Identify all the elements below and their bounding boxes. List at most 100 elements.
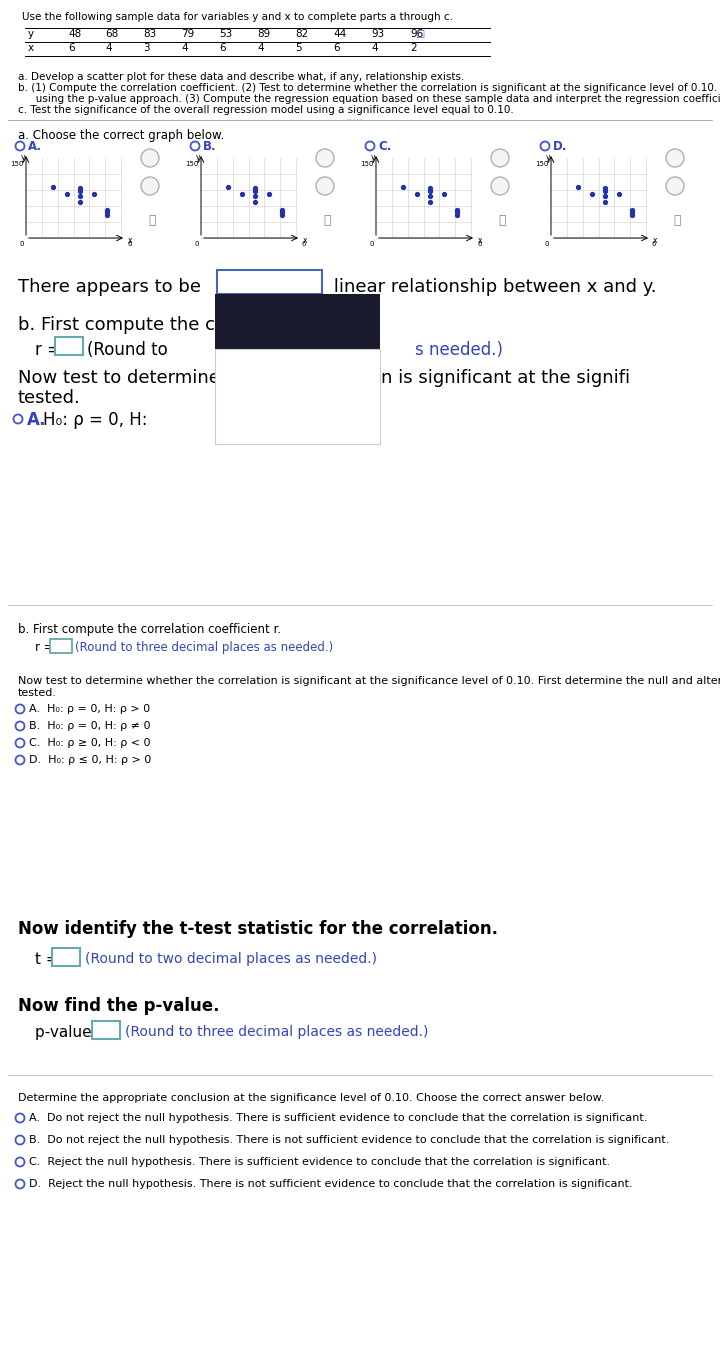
Text: tested.: tested. — [18, 688, 57, 698]
Text: A.  H₀: ρ = 0, H⁡: ρ > 0: A. H₀: ρ = 0, H⁡: ρ > 0 — [29, 704, 150, 714]
Text: Now find the p-value.: Now find the p-value. — [18, 997, 220, 1016]
Text: 89: 89 — [257, 30, 270, 39]
Text: 3: 3 — [143, 43, 150, 53]
Text: ⧉: ⧉ — [673, 214, 680, 228]
Text: y: y — [28, 30, 34, 39]
Text: Q: Q — [496, 154, 504, 163]
Text: (Round to three decimal places as needed.): (Round to three decimal places as needed… — [125, 1025, 428, 1039]
Text: C.: C. — [378, 140, 392, 154]
Text: 150: 150 — [186, 162, 199, 167]
FancyBboxPatch shape — [92, 1021, 120, 1039]
Text: a positive: a positive — [258, 395, 336, 409]
Text: Now test to determine: Now test to determine — [18, 369, 220, 387]
Text: 0: 0 — [544, 241, 549, 247]
Text: linear relationship between x and y.: linear relationship between x and y. — [328, 277, 657, 296]
Text: 83: 83 — [143, 30, 156, 39]
Text: no: no — [287, 365, 307, 380]
Text: 6: 6 — [477, 241, 482, 247]
Text: ⧉: ⧉ — [323, 214, 330, 228]
Text: B.: B. — [203, 140, 217, 154]
Text: 6: 6 — [302, 241, 307, 247]
Circle shape — [316, 150, 334, 167]
Text: 6: 6 — [127, 241, 132, 247]
Text: s needed.): s needed.) — [415, 341, 503, 360]
Text: y: y — [20, 154, 25, 162]
Text: Q: Q — [671, 180, 679, 191]
FancyBboxPatch shape — [55, 337, 83, 356]
Text: 2: 2 — [410, 43, 417, 53]
Circle shape — [141, 176, 159, 195]
Text: ·····: ····· — [346, 114, 364, 125]
FancyBboxPatch shape — [215, 349, 380, 445]
Text: 53: 53 — [219, 30, 233, 39]
Text: ⧉: ⧉ — [148, 214, 156, 228]
Text: 68: 68 — [105, 30, 118, 39]
Text: Q: Q — [146, 154, 154, 163]
Circle shape — [666, 150, 684, 167]
Text: on is significant at the signifi: on is significant at the signifi — [370, 369, 630, 387]
Text: x: x — [28, 43, 34, 53]
FancyBboxPatch shape — [217, 269, 322, 294]
Text: B.  H₀: ρ = 0, H⁡: ρ ≠ 0: B. H₀: ρ = 0, H⁡: ρ ≠ 0 — [29, 721, 150, 731]
Text: 150: 150 — [361, 162, 374, 167]
Text: y: y — [546, 154, 550, 162]
FancyBboxPatch shape — [52, 948, 80, 966]
Text: 6: 6 — [219, 43, 225, 53]
Text: a. Choose the correct graph below.: a. Choose the correct graph below. — [18, 129, 224, 141]
Text: y: y — [371, 154, 375, 162]
Text: H₀: ρ = 0, H⁡:: H₀: ρ = 0, H⁡: — [43, 411, 148, 428]
Circle shape — [491, 176, 509, 195]
Text: y: y — [196, 154, 200, 162]
Text: 4: 4 — [371, 43, 377, 53]
Text: ▼: ▼ — [306, 275, 314, 286]
Text: C.  Reject the null hypothesis. There is sufficient evidence to conclude that th: C. Reject the null hypothesis. There is … — [29, 1157, 610, 1167]
Text: a negative: a negative — [254, 426, 340, 440]
Text: 96: 96 — [410, 30, 423, 39]
Circle shape — [666, 176, 684, 195]
Text: 4: 4 — [257, 43, 264, 53]
Text: x: x — [478, 236, 482, 245]
Text: (Round to three decimal places as needed.): (Round to three decimal places as needed… — [75, 641, 333, 655]
Text: p-value =: p-value = — [35, 1025, 109, 1040]
Text: 150: 150 — [11, 162, 24, 167]
Text: 6: 6 — [68, 43, 75, 53]
Text: 44: 44 — [333, 30, 346, 39]
Text: Determine the appropriate conclusion at the significance level of 0.10. Choose t: Determine the appropriate conclusion at … — [18, 1092, 604, 1103]
Text: 0: 0 — [19, 241, 24, 247]
Text: using the p-value approach. (3) Compute the regression equation based on these s: using the p-value approach. (3) Compute … — [26, 94, 720, 104]
Text: Q: Q — [321, 154, 329, 163]
Text: D.  H₀: ρ ≤ 0, H⁡: ρ > 0: D. H₀: ρ ≤ 0, H⁡: ρ > 0 — [29, 756, 151, 765]
Text: Q: Q — [496, 180, 504, 191]
Text: Use the following sample data for variables y and x to complete parts a through : Use the following sample data for variab… — [22, 12, 453, 22]
Text: D.: D. — [553, 140, 567, 154]
Text: Now test to determine whether the correlation is significant at the significance: Now test to determine whether the correl… — [18, 676, 720, 686]
FancyBboxPatch shape — [215, 294, 380, 349]
Text: 82: 82 — [295, 30, 308, 39]
Text: Q: Q — [671, 154, 679, 163]
Text: b. First compute the c: b. First compute the c — [18, 317, 215, 334]
Text: b. (1) Compute the correlation coefficient. (2) Test to determine whether the co: b. (1) Compute the correlation coefficie… — [18, 84, 720, 93]
Text: 79: 79 — [181, 30, 194, 39]
Text: Now identify the t-test statistic for the correlation.: Now identify the t-test statistic for th… — [18, 920, 498, 938]
Circle shape — [316, 176, 334, 195]
Text: b. First compute the correlation coefficient r.: b. First compute the correlation coeffic… — [18, 624, 281, 636]
Text: Q: Q — [146, 180, 154, 191]
Text: A.  Do not reject the null hypothesis. There is sufficient evidence to conclude : A. Do not reject the null hypothesis. Th… — [29, 1113, 647, 1123]
Text: x: x — [128, 236, 132, 245]
Text: 6: 6 — [333, 43, 340, 53]
Text: A.: A. — [28, 140, 42, 154]
Text: 5: 5 — [295, 43, 302, 53]
Text: C.  H₀: ρ ≥ 0, H⁡: ρ < 0: C. H₀: ρ ≥ 0, H⁡: ρ < 0 — [29, 738, 150, 748]
Text: ⧉: ⧉ — [498, 214, 505, 228]
Text: 150: 150 — [536, 162, 549, 167]
Text: (Round to: (Round to — [87, 341, 168, 360]
Text: A.: A. — [27, 411, 47, 428]
Text: x: x — [653, 236, 657, 245]
Text: r =: r = — [35, 641, 53, 655]
Circle shape — [141, 150, 159, 167]
Text: There appears to be: There appears to be — [18, 277, 201, 296]
Text: D.  Reject the null hypothesis. There is not sufficient evidence to conclude tha: D. Reject the null hypothesis. There is … — [29, 1179, 633, 1189]
Circle shape — [491, 150, 509, 167]
Text: 4: 4 — [105, 43, 112, 53]
Text: 48: 48 — [68, 30, 81, 39]
